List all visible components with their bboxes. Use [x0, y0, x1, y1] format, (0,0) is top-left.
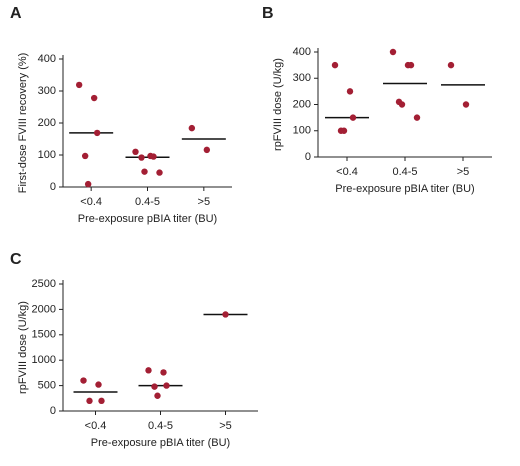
data-point — [150, 153, 157, 160]
data-point — [462, 101, 470, 108]
data-point — [151, 383, 158, 390]
data-point — [398, 101, 406, 108]
data-point — [81, 152, 89, 160]
x-axis-label: Pre-exposure pBIA titer (BU) — [78, 213, 217, 225]
y-tick-label: 2500 — [32, 278, 56, 290]
data-point — [389, 48, 397, 56]
data-point — [95, 381, 102, 388]
data-point — [154, 392, 161, 399]
x-tick-label: 0.4-5 — [135, 196, 160, 208]
y-axis-label: First-dose FVIII recovery (%) — [17, 53, 29, 194]
data-point — [331, 61, 339, 69]
data-point — [86, 397, 93, 405]
y-tick-label: 0 — [50, 181, 56, 193]
data-point — [407, 61, 415, 69]
data-point — [340, 127, 348, 134]
data-point — [75, 81, 83, 89]
data-point — [98, 397, 105, 405]
y-tick-label: 100 — [38, 149, 56, 161]
y-tick-label: 2000 — [32, 303, 56, 315]
y-axis-label: rpFVIII dose (U/kg) — [272, 58, 284, 151]
y-tick-label: 400 — [293, 46, 311, 58]
data-point — [138, 154, 145, 161]
x-tick-label: <0.4 — [85, 420, 107, 432]
y-tick-label: 0 — [305, 151, 311, 163]
y-tick-label: 300 — [38, 85, 56, 97]
y-axis-label: rpFVIII dose (U/kg) — [17, 301, 29, 394]
y-tick-label: 1000 — [32, 354, 56, 366]
data-point — [346, 88, 354, 95]
y-tick-label: 100 — [293, 125, 311, 137]
x-tick-label: 0.4-5 — [392, 166, 417, 178]
y-tick-label: 200 — [293, 98, 311, 110]
data-point — [163, 382, 170, 389]
y-tick-label: 1500 — [32, 329, 56, 341]
data-point — [413, 114, 421, 121]
data-point — [156, 169, 163, 176]
y-tick-label: 0 — [50, 405, 56, 417]
panel-label: B — [262, 5, 274, 22]
x-tick-label: <0.4 — [80, 196, 102, 208]
panel-label: C — [10, 251, 22, 268]
y-tick-label: 300 — [293, 72, 311, 84]
data-point — [203, 146, 211, 154]
x-tick-label: 0.4-5 — [148, 420, 173, 432]
data-point — [84, 180, 92, 188]
data-point — [93, 129, 101, 137]
y-tick-label: 200 — [38, 117, 56, 129]
data-point — [80, 377, 87, 384]
data-point — [222, 311, 229, 318]
y-tick-label: 500 — [38, 380, 56, 392]
x-tick-label: >5 — [457, 166, 470, 178]
x-tick-label: <0.4 — [336, 166, 358, 178]
x-tick-label: >5 — [198, 196, 211, 208]
data-point — [141, 168, 148, 175]
data-point — [90, 94, 98, 102]
x-tick-label: >5 — [219, 420, 232, 432]
data-point — [188, 124, 196, 132]
x-axis-label: Pre-exposure pBIA titer (BU) — [91, 437, 230, 449]
data-point — [132, 148, 139, 155]
data-point — [447, 61, 455, 69]
data-point — [160, 369, 167, 376]
data-point — [145, 367, 152, 374]
x-axis-label: Pre-exposure pBIA titer (BU) — [335, 183, 474, 195]
data-point — [349, 114, 357, 121]
panel-label: A — [10, 5, 22, 22]
y-tick-label: 400 — [38, 53, 56, 65]
